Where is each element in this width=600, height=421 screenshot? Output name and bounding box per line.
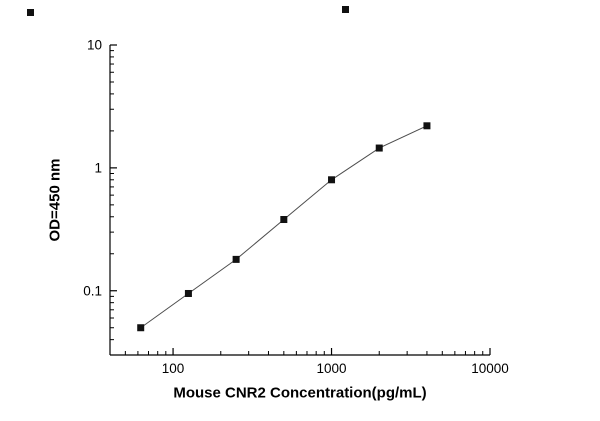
x-tick-label: 1000 <box>317 361 347 376</box>
data-point <box>232 255 240 263</box>
data-point <box>280 216 288 224</box>
y-tick-label: 10 <box>87 38 102 53</box>
x-tick-label: 100 <box>162 361 185 376</box>
data-point <box>375 144 383 152</box>
x-axis-title: Mouse CNR2 Concentration(pg/mL) <box>173 384 427 402</box>
y-tick-label: 0.1 <box>83 283 102 298</box>
stray-mark <box>27 9 34 16</box>
data-point <box>328 176 336 184</box>
data-point <box>137 324 145 332</box>
y-axis-title: OD=450 nm <box>46 158 64 242</box>
data-point <box>184 289 192 297</box>
data-line <box>140 125 428 329</box>
data-point <box>423 122 431 130</box>
x-tick-label: 10000 <box>471 361 509 376</box>
stray-mark <box>342 6 349 13</box>
y-tick-label: 1 <box>94 160 102 175</box>
